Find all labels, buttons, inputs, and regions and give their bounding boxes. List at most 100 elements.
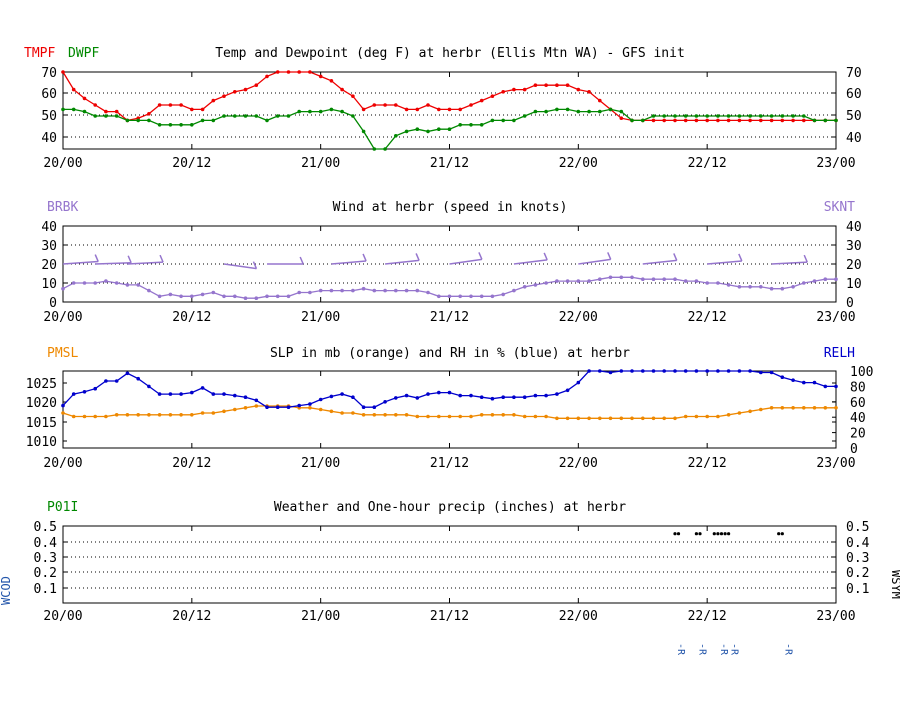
wind-barb-flag [478, 252, 483, 260]
temp-series-tmpf-point [769, 118, 774, 123]
wind-series-sknt-point [437, 294, 441, 299]
temp-series-dwpf-point [61, 107, 65, 112]
wind-series-sknt-point [490, 294, 495, 299]
wind-barb-shaft [95, 262, 132, 265]
precip-point [723, 532, 727, 536]
slp-series-relh-point [694, 369, 699, 373]
slp-series-pmsl-point [522, 414, 527, 419]
slp-series-pmsl-point [619, 416, 624, 421]
precip-right-ytick-label: 0.2 [846, 566, 869, 581]
slp-series-pmsl-point [512, 413, 516, 417]
wind-series-sknt-point [351, 288, 355, 293]
precip-xtick-label: 22/12 [688, 609, 727, 624]
wind-series-sknt-point [222, 294, 226, 299]
wind-series-sknt-point [587, 279, 591, 283]
slp-series-pmsl-point [222, 409, 226, 414]
wind-series-sknt-point [404, 288, 409, 293]
temp-series-dwpf-point [812, 118, 817, 123]
slp-series-pmsl-point [748, 409, 752, 414]
temp-series-dwpf-point [254, 114, 259, 118]
temp-series-tmpf-point [372, 103, 377, 107]
slp-series-relh-point [200, 386, 205, 390]
slp-series-relh-point [533, 393, 538, 398]
temp-series-tmpf-point [383, 103, 387, 107]
weather-code-label: -R [718, 643, 729, 656]
wind-barb-flag [127, 255, 132, 264]
slp-series-relh-point [61, 403, 65, 408]
wind-series-sknt-point [297, 290, 302, 295]
slp-series-pmsl-point [351, 411, 355, 415]
temp-series-dwpf-point [780, 114, 785, 118]
temp-series-tmpf-point [780, 118, 785, 123]
slp-series-relh-point [458, 393, 463, 398]
temp-series-dwpf-point [297, 109, 302, 114]
temp-series-dwpf-point [834, 118, 838, 123]
temp-series-tmpf-point [104, 109, 108, 114]
temp-series-tmpf-point [329, 79, 334, 83]
slp-series-pmsl-point [179, 413, 183, 417]
wind-right-ytick-label: 0 [846, 296, 854, 311]
wind-left-label: BRBK [47, 200, 78, 215]
wind-series-sknt-point [501, 292, 506, 297]
temp-series-tmpf-point [437, 107, 441, 112]
wind-series-sknt-point [147, 288, 151, 293]
temp-series-dwpf-point [748, 114, 752, 118]
temp-series-dwpf-point [147, 118, 151, 123]
temp-xtick-label: 20/12 [172, 156, 211, 171]
precip-point [676, 532, 681, 536]
temp-series-tmpf-point [501, 90, 506, 94]
wind-barb-shaft [385, 259, 420, 265]
wind-barb-shaft [578, 258, 611, 265]
temp-series-dwpf-point [683, 114, 688, 118]
temp-xtick-label: 22/00 [559, 156, 598, 171]
wind-series-sknt-point [394, 288, 398, 293]
temp-xtick-label: 22/12 [688, 156, 727, 171]
slp-series-relh-point [361, 405, 366, 410]
temp-series-tmpf-point [340, 87, 344, 92]
slp-series-pmsl-point [587, 416, 591, 421]
wind-xtick-label: 20/12 [172, 310, 211, 325]
slp-series-pmsl-point [791, 406, 795, 410]
slp-series-relh-point [759, 370, 763, 375]
slp-series-pmsl-point [533, 414, 538, 419]
slp-series-relh-point [415, 396, 420, 400]
precip-panel-title: Weather and One-hour precip (inches) at … [274, 500, 626, 515]
temp-series-dwpf-point [769, 114, 774, 118]
slp-series-pmsl-point [340, 411, 344, 415]
temp-series-dwpf-point [318, 109, 323, 114]
temp-series-dwpf-point [619, 109, 624, 114]
temp-series-dwpf-point [458, 123, 463, 127]
slp-series-pmsl-point [404, 413, 409, 417]
slp-xtick-label: 20/00 [43, 456, 82, 471]
temp-series-dwpf-point [383, 147, 387, 151]
wind-series-sknt-point [608, 275, 613, 280]
temp-series-dwpf-point [340, 109, 344, 114]
precip-right-ytick-label: 0.1 [846, 582, 869, 597]
slp-series-pmsl-point [726, 413, 731, 417]
wind-xtick-label: 22/12 [688, 310, 727, 325]
temp-right-ytick-label: 40 [846, 131, 862, 146]
slp-series-pmsl-point [104, 414, 108, 419]
precip-xtick-label: 21/00 [301, 609, 340, 624]
wind-barb-shaft [223, 263, 257, 270]
slp-series-relh-point [394, 396, 398, 400]
temp-series-tmpf-point [619, 116, 624, 120]
slp-xtick-label: 22/12 [688, 456, 727, 471]
slp-series-relh-point [587, 369, 591, 373]
temp-right-ytick-label: 70 [846, 66, 862, 81]
temp-series-dwpf-point [555, 107, 559, 112]
rh-right-label: RELH [824, 346, 855, 361]
temp-series-dwpf-point [157, 123, 162, 127]
wind-series-sknt-point [447, 294, 452, 299]
slp-series-relh-point [329, 394, 334, 399]
slp-series-pmsl-point [641, 416, 645, 421]
wind-series-sknt-point [716, 281, 720, 285]
wind-panel-title: Wind at herbr (speed in knots) [333, 200, 568, 215]
rh-right-ytick-label: 60 [850, 396, 866, 411]
slp-series-relh-point [705, 369, 709, 373]
slp-series-relh-point [662, 369, 666, 373]
wind-barb-flag [738, 253, 743, 262]
temp-series-dwpf-point [705, 114, 709, 118]
temp-ytick-label: 50 [41, 109, 57, 124]
wind-barb-flag [362, 253, 367, 262]
